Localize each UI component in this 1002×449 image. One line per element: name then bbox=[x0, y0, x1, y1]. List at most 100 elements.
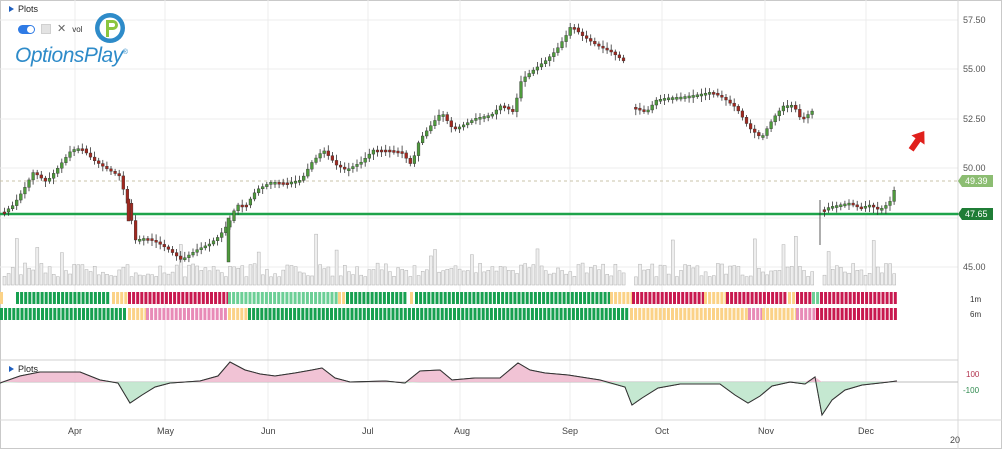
volume-bar bbox=[281, 269, 286, 286]
candle-body bbox=[519, 81, 523, 99]
volume-bar bbox=[359, 274, 363, 286]
band-cell bbox=[505, 292, 509, 304]
band-cell bbox=[567, 308, 571, 320]
band-cell bbox=[102, 308, 106, 320]
band-cell bbox=[554, 292, 558, 304]
volume-toggle[interactable] bbox=[18, 24, 35, 34]
band-cell bbox=[662, 308, 666, 320]
band-cell bbox=[664, 292, 668, 304]
band-cell bbox=[644, 292, 648, 304]
band-cell bbox=[514, 308, 518, 320]
volume-bar bbox=[265, 269, 269, 286]
band-cell bbox=[786, 308, 790, 320]
volume-bar bbox=[572, 276, 577, 286]
band-cell bbox=[399, 308, 403, 320]
band-cell bbox=[443, 292, 447, 304]
volume-bar bbox=[798, 266, 802, 286]
band-cell bbox=[666, 308, 670, 320]
candle-body bbox=[384, 149, 388, 153]
band-cell bbox=[156, 292, 160, 304]
band-cell bbox=[625, 308, 629, 320]
band-cell bbox=[543, 308, 547, 320]
candle-body bbox=[421, 135, 425, 144]
candle-body bbox=[330, 155, 334, 161]
band-cell bbox=[399, 292, 403, 304]
candle-body bbox=[207, 243, 211, 247]
band-cell bbox=[140, 308, 144, 320]
band-cell bbox=[736, 308, 740, 320]
band-cell bbox=[579, 292, 582, 304]
volume-bar bbox=[691, 267, 696, 286]
candle-body bbox=[535, 66, 539, 71]
band-cell bbox=[73, 308, 77, 320]
candlesticks[interactable] bbox=[2, 22, 896, 263]
band-cell bbox=[338, 292, 341, 304]
volume-bar bbox=[330, 275, 335, 286]
close-icon[interactable]: ✕ bbox=[57, 23, 67, 35]
band-cell bbox=[136, 308, 140, 320]
band-cell bbox=[309, 308, 313, 320]
band-cell bbox=[771, 292, 775, 304]
volume-bar bbox=[781, 244, 786, 286]
candle-body bbox=[244, 204, 248, 208]
band-cell bbox=[539, 308, 543, 320]
band-cell bbox=[599, 292, 603, 304]
candle-body bbox=[593, 41, 597, 45]
indicator-plots-header[interactable]: Plots bbox=[9, 364, 38, 374]
band-cell bbox=[716, 292, 720, 304]
band-cell bbox=[256, 308, 260, 320]
candle-body bbox=[466, 122, 470, 126]
volume-bar bbox=[170, 271, 175, 286]
band-cell bbox=[293, 308, 297, 320]
band-cell bbox=[0, 308, 3, 320]
band-cell bbox=[498, 308, 502, 320]
candle-body bbox=[133, 220, 138, 241]
band-cell bbox=[583, 292, 587, 304]
band-cell bbox=[658, 308, 662, 320]
band-cell bbox=[836, 292, 840, 304]
volume-bar bbox=[675, 276, 679, 286]
band-cell bbox=[158, 308, 162, 320]
candle-body bbox=[720, 94, 724, 98]
band-cell bbox=[465, 308, 469, 320]
band-cell bbox=[20, 308, 24, 320]
candle-body bbox=[867, 204, 872, 208]
candle-body bbox=[724, 97, 728, 101]
band-cell bbox=[150, 308, 154, 320]
color-swatch-icon[interactable] bbox=[41, 24, 51, 34]
volume-bar bbox=[835, 265, 839, 286]
candle-body bbox=[876, 206, 880, 210]
candle-body bbox=[343, 166, 347, 170]
band-cell bbox=[102, 292, 106, 304]
band-cell bbox=[695, 308, 699, 320]
band-cell bbox=[232, 292, 236, 304]
band-cell bbox=[366, 292, 370, 304]
band-cell bbox=[132, 308, 136, 320]
candle-body bbox=[363, 157, 367, 163]
candle-body bbox=[326, 150, 330, 156]
band-cell bbox=[533, 292, 537, 304]
plots-header[interactable]: Plots bbox=[9, 4, 38, 14]
volume-bar bbox=[306, 275, 310, 286]
band-cell bbox=[395, 308, 399, 320]
band-cell bbox=[530, 308, 534, 320]
price-tick: 50.00 bbox=[963, 163, 986, 173]
collapse-triangle-icon[interactable] bbox=[9, 6, 14, 12]
band-cell bbox=[485, 308, 489, 320]
band-cell bbox=[410, 292, 413, 304]
collapse-triangle-icon[interactable] bbox=[9, 366, 14, 372]
volume-bar bbox=[552, 272, 556, 286]
band-cell bbox=[439, 292, 443, 304]
band-cell bbox=[116, 292, 120, 304]
volume-bar bbox=[757, 268, 761, 286]
band-cell bbox=[596, 308, 600, 320]
volume-bar bbox=[142, 275, 146, 286]
band-cell bbox=[358, 308, 362, 320]
band-cell bbox=[281, 292, 285, 304]
band-cell bbox=[840, 308, 844, 320]
band-cell bbox=[760, 308, 764, 320]
candle-body bbox=[826, 207, 831, 211]
candle-body bbox=[773, 115, 777, 123]
band-cell bbox=[313, 308, 317, 320]
